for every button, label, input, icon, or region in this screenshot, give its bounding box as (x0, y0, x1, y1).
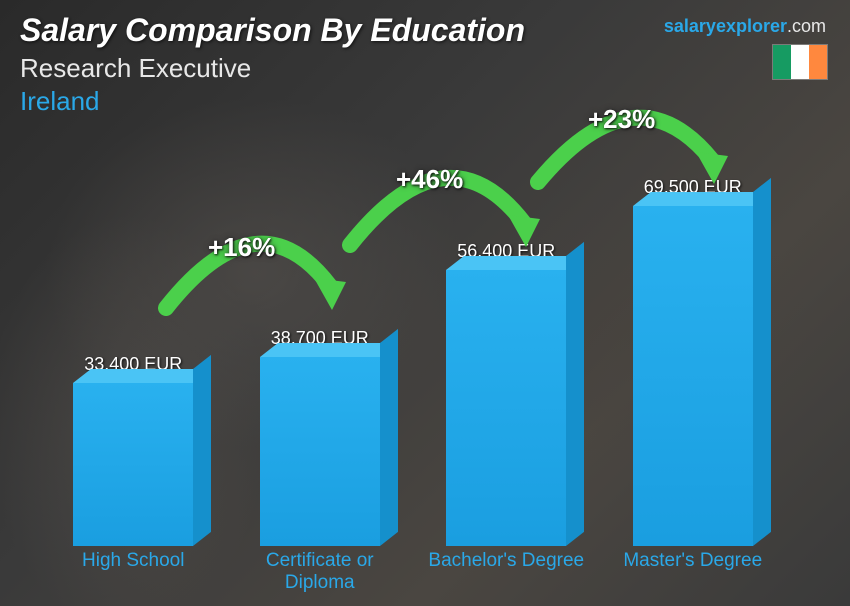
brand-name: salaryexplorer (664, 16, 787, 36)
brand-label: salaryexplorer.com (664, 16, 826, 37)
bar-chart: 33,400 EUR38,700 EUR56,400 EUR69,500 EUR… (40, 130, 786, 594)
flag-stripe (791, 45, 809, 79)
bar (73, 383, 193, 546)
labels-container: High SchoolCertificate or DiplomaBachelo… (40, 548, 786, 594)
bar-category-label: High School (40, 548, 227, 594)
flag-ireland (772, 44, 828, 80)
percent-increase-badge: +16% (208, 232, 275, 263)
brand-suffix: .com (787, 16, 826, 36)
bar-category-label: Master's Degree (600, 548, 787, 594)
bar (633, 206, 753, 546)
flag-stripe (809, 45, 827, 79)
bar-column: 69,500 EUR (600, 130, 787, 546)
percent-increase-badge: +23% (588, 104, 655, 135)
percent-increase-badge: +46% (396, 164, 463, 195)
bar-category-label: Bachelor's Degree (413, 548, 600, 594)
bar (260, 357, 380, 546)
bar (446, 270, 566, 546)
subtitle: Research Executive (20, 53, 830, 84)
country-label: Ireland (20, 86, 830, 117)
flag-stripe (773, 45, 791, 79)
bar-column: 38,700 EUR (227, 130, 414, 546)
bar-category-label: Certificate or Diploma (227, 548, 414, 594)
bar-column: 33,400 EUR (40, 130, 227, 546)
